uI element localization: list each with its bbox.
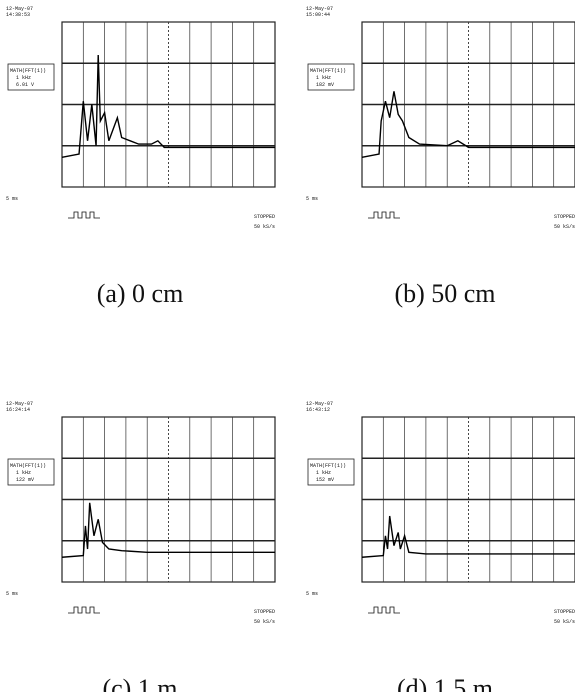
scope-level: 182 mV: [316, 82, 334, 88]
scope-timebase: 5 ms: [6, 196, 18, 202]
scope-status: STOPPED: [554, 609, 575, 615]
scope-timebase: 5 ms: [6, 591, 18, 597]
scope-timebase: 5 ms: [306, 591, 318, 597]
scope-status: STOPPED: [254, 214, 275, 220]
scope-math: MATH(FFT(1)): [310, 68, 346, 74]
scope-freq: 1 kHz: [316, 470, 331, 476]
caption: (b) 50 cm: [394, 279, 495, 308]
scope-freq: 1 kHz: [316, 75, 331, 81]
scope-level: 122 mV: [16, 477, 34, 483]
scope-freq: 1 kHz: [16, 75, 31, 81]
trigger-icon: [368, 607, 400, 613]
scope-rate: 50 kS/s: [254, 619, 275, 625]
scope-math: MATH(FFT(1)): [10, 68, 46, 74]
scope-math: MATH(FFT(1)): [310, 463, 346, 469]
figure: 12-May-0714:38:53MATH(FFT(1))1 kHz6.01 V…: [0, 0, 575, 692]
scope-freq: 1 kHz: [16, 470, 31, 476]
scope-status: STOPPED: [554, 214, 575, 220]
scope-level: 152 mV: [316, 477, 334, 483]
scope-status: STOPPED: [254, 609, 275, 615]
scope-rate: 50 kS/s: [554, 224, 575, 230]
scope-timebase: 5 ms: [306, 196, 318, 202]
caption: (d) 1.5 m: [397, 674, 493, 692]
scope-time: 16:24:14: [6, 407, 30, 413]
caption: (a) 0 cm: [97, 279, 184, 308]
scope-rate: 50 kS/s: [254, 224, 275, 230]
scope-time: 15:00:44: [306, 12, 330, 18]
trigger-icon: [368, 212, 400, 218]
trigger-icon: [68, 607, 100, 613]
caption: (c) 1 m: [102, 674, 177, 692]
scope-math: MATH(FFT(1)): [10, 463, 46, 469]
scope-time: 14:38:53: [6, 12, 30, 18]
scope-trace: [362, 91, 575, 157]
scope-time: 16:43:12: [306, 407, 330, 413]
scope-level: 6.01 V: [16, 82, 34, 88]
scope-rate: 50 kS/s: [554, 619, 575, 625]
trigger-icon: [68, 212, 100, 218]
